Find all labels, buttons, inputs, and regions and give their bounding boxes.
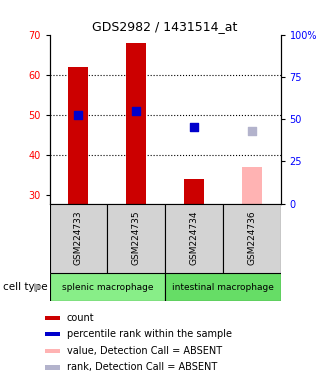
Bar — [126, 43, 146, 204]
Text: intestinal macrophage: intestinal macrophage — [172, 283, 274, 291]
Bar — [107, 204, 165, 273]
Bar — [68, 67, 88, 204]
Bar — [242, 167, 262, 204]
Bar — [50, 204, 107, 273]
Text: cell type: cell type — [3, 282, 48, 292]
Title: GDS2982 / 1431514_at: GDS2982 / 1431514_at — [92, 20, 238, 33]
Text: ▶: ▶ — [34, 282, 42, 292]
Bar — [45, 332, 59, 336]
Text: GSM224736: GSM224736 — [247, 211, 256, 265]
Point — [249, 128, 254, 134]
Point — [133, 108, 139, 114]
Text: GSM224734: GSM224734 — [189, 211, 198, 265]
Bar — [45, 366, 59, 369]
Point — [191, 124, 197, 130]
Bar — [50, 273, 165, 301]
Text: value, Detection Call = ABSENT: value, Detection Call = ABSENT — [67, 346, 222, 356]
Text: GSM224735: GSM224735 — [132, 211, 141, 265]
Bar — [184, 179, 204, 204]
Bar — [45, 349, 59, 353]
Text: splenic macrophage: splenic macrophage — [61, 283, 153, 291]
Text: percentile rank within the sample: percentile rank within the sample — [67, 329, 232, 339]
Bar — [165, 273, 280, 301]
Bar — [165, 204, 223, 273]
Text: GSM224733: GSM224733 — [74, 211, 83, 265]
Point — [76, 112, 81, 118]
Text: rank, Detection Call = ABSENT: rank, Detection Call = ABSENT — [67, 362, 217, 372]
Text: count: count — [67, 313, 94, 323]
Bar — [223, 204, 280, 273]
Bar — [45, 316, 59, 320]
